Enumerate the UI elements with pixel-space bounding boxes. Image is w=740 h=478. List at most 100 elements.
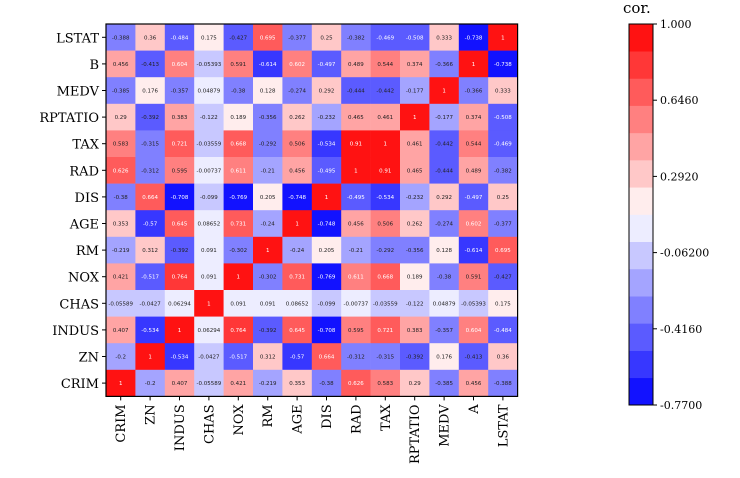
heatmap-cell (164, 77, 195, 105)
heatmap-cell (488, 77, 518, 105)
heatmap-cell-value: -0.392 (406, 355, 424, 361)
heatmap-cell-value: -0.385 (435, 381, 453, 387)
heatmap-cell (282, 369, 313, 397)
heatmap-cell-value: -0.356 (259, 115, 277, 121)
heatmap-cell-value: -0.05589 (108, 301, 133, 307)
heatmap-cell (194, 210, 224, 238)
heatmap-cell (341, 103, 371, 131)
heatmap-cell-value: -0.388 (112, 35, 130, 41)
heatmap-cell (370, 157, 401, 184)
colorbar-segment (629, 296, 653, 324)
heatmap-cell (194, 183, 224, 211)
heatmap-cell-value: 0.668 (377, 275, 393, 281)
heatmap-cell-value: 0.36 (144, 35, 157, 41)
heatmap-cell-value: 0.189 (230, 115, 246, 121)
heatmap-cell (223, 343, 254, 371)
heatmap-cell-value: 0.764 (230, 328, 246, 334)
x-tick-label: INDUS (173, 404, 188, 451)
heatmap-cell-value: -0.03559 (373, 301, 398, 307)
heatmap-cell (341, 157, 371, 184)
heatmap-cell-value: -0.219 (259, 381, 277, 387)
heatmap-cell (223, 263, 254, 291)
heatmap-cell (458, 343, 489, 371)
heatmap-cell (370, 77, 401, 105)
heatmap-cell (488, 290, 518, 317)
colorbar-segment (629, 78, 653, 106)
heatmap-cell (282, 290, 313, 317)
colorbar-tick-label: -0.06200 (660, 247, 709, 260)
heatmap-cell (223, 103, 254, 131)
heatmap-cell-value: -0.413 (141, 62, 159, 68)
heatmap-cell-value: 1 (207, 301, 211, 307)
heatmap-cell-value: -0.38 (319, 381, 334, 387)
heatmap-cell (341, 130, 371, 158)
heatmap-cell-value: -0.312 (141, 168, 159, 174)
heatmap-cell (429, 130, 460, 158)
heatmap-cell-labels: -0.388 0.36 -0.484 0.175 -0.427 0.695 -0.377 0.… (108, 35, 512, 387)
heatmap-cell (164, 316, 195, 344)
heatmap-cell-value: 0.695 (260, 35, 276, 41)
heatmap-cell (400, 130, 430, 158)
heatmap-cell (458, 369, 489, 397)
heatmap-cell-value: 0.764 (172, 275, 188, 281)
heatmap-cell (429, 369, 460, 397)
heatmap-cell (135, 130, 166, 158)
heatmap-cell (223, 130, 254, 158)
heatmap-cell-value: 1 (325, 195, 329, 201)
heatmap-cell (106, 290, 136, 317)
heatmap-cell (194, 343, 224, 371)
heatmap-cell-value: 0.08652 (286, 301, 309, 307)
heatmap-cell-value: 1 (413, 115, 417, 121)
heatmap-cell (106, 236, 136, 264)
heatmap-cell-value: -0.495 (318, 168, 336, 174)
heatmap-cell (282, 77, 313, 105)
heatmap-cell-value: -0.484 (171, 35, 189, 41)
heatmap-cell (282, 263, 313, 291)
heatmap-cell-value: 0.04879 (433, 301, 456, 307)
heatmap-cell-value: 0.668 (230, 142, 246, 148)
heatmap-cell (458, 316, 489, 344)
heatmap-cell (458, 236, 489, 264)
heatmap-cell-value: -0.517 (141, 275, 159, 281)
heatmap-cell-value: 0.312 (260, 355, 276, 361)
colorbar: 1.000 0.6460 0.2920 -0.06200 -0.4160 -0.7700 (628, 18, 709, 412)
heatmap-cell (488, 343, 518, 371)
heatmap-cell-value: 0.456 (466, 381, 482, 387)
heatmap-cell-value: 1 (501, 35, 505, 41)
heatmap-cell-value: 0.461 (377, 115, 393, 121)
heatmap-cell (253, 263, 283, 291)
heatmap-cell-value: 0.176 (436, 355, 452, 361)
heatmap-cell (135, 103, 166, 131)
heatmap-cell (106, 77, 136, 105)
x-tick-label: RM (261, 404, 276, 427)
heatmap-cell (223, 77, 254, 105)
heatmap-cell (311, 369, 342, 397)
heatmap-cell (106, 316, 136, 344)
y-tick-label: RAD (69, 164, 99, 179)
heatmap-cell-value: 1 (119, 381, 123, 387)
heatmap-cell (164, 157, 195, 184)
heatmap-cell (400, 290, 430, 317)
heatmap-cell (253, 183, 283, 211)
heatmap-cell (311, 103, 342, 131)
heatmap-cell (311, 316, 342, 344)
heatmap-cell (282, 130, 313, 158)
heatmap-cell (370, 369, 401, 397)
heatmap-cell-value: 0.695 (495, 248, 511, 254)
heatmap-cell (135, 290, 166, 317)
heatmap-cell (253, 157, 283, 184)
heatmap-cell (135, 24, 166, 51)
heatmap-cell (488, 130, 518, 158)
heatmap-cell (164, 103, 195, 131)
heatmap-cell (341, 77, 371, 105)
heatmap-cell-value: -0.232 (318, 115, 336, 121)
heatmap-cell-value: -0.534 (318, 142, 336, 148)
heatmap-cell-value: -0.315 (141, 142, 159, 148)
heatmap-cell (341, 236, 371, 264)
heatmap-cell (370, 183, 401, 211)
heatmap-cell (341, 183, 371, 211)
heatmap-cell (106, 130, 136, 158)
heatmap-cell-value: -0.00737 (197, 168, 222, 174)
heatmap-cell (282, 50, 313, 78)
colorbar-segment (629, 105, 653, 134)
